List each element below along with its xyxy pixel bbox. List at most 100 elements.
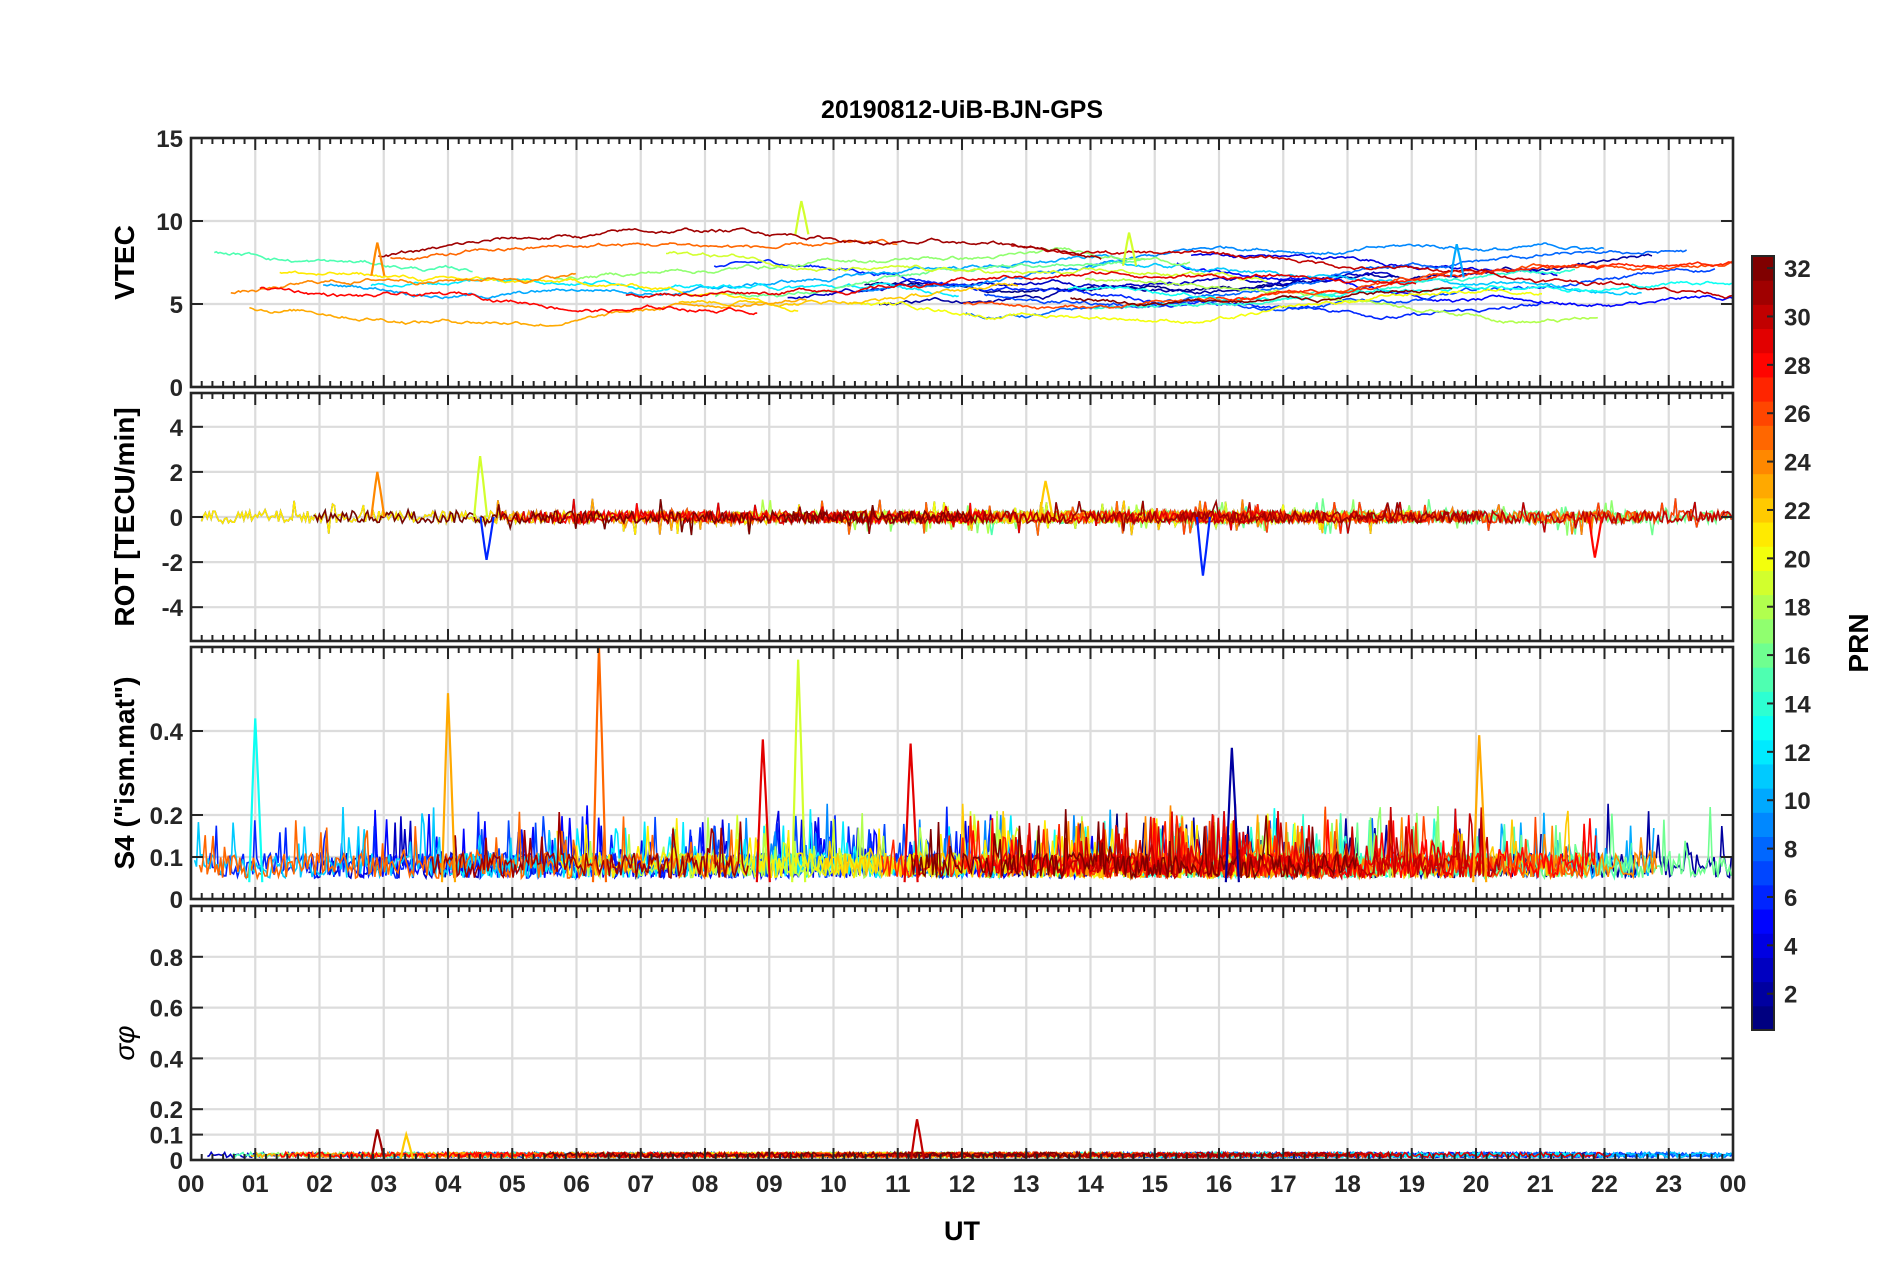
peak-mark: [248, 718, 264, 883]
y-tick-label: 0: [170, 1148, 183, 1175]
trace-prn-25: [390, 238, 898, 261]
x-tick-label: 19: [1398, 1171, 1425, 1198]
y-tick-label: -2: [162, 550, 183, 577]
colorbar-segment: [1752, 256, 1774, 281]
colorbar-segment: [1752, 570, 1774, 596]
peak-mark: [399, 1130, 415, 1160]
trace-prn-32: [1070, 287, 1453, 307]
colorbar-tick-label: 10: [1784, 788, 1811, 815]
colorbar-segment: [1752, 763, 1774, 789]
traces-vtec: [214, 200, 1733, 327]
colorbar-tick-label: 4: [1784, 933, 1798, 960]
trace-prn-14: [1087, 268, 1575, 310]
colorbar-tick-label: 8: [1784, 837, 1797, 864]
peak-mark: [755, 739, 771, 883]
colorbar-segment: [1752, 957, 1774, 983]
x-tick-label: 15: [1141, 1171, 1168, 1198]
panel-sigma_phi: 00.10.2 0.4 0.6 0.8 σφ 00 01 02 03 04 05 06 07 08 09 10…: [109, 904, 1747, 1198]
trace-prn-24: [230, 272, 576, 295]
traces-rot: [200, 455, 1733, 576]
colorbar-tick-label: 22: [1784, 498, 1811, 525]
trace-prn-27: [1215, 261, 1733, 302]
trace-prn-29: [625, 270, 1417, 299]
colorbar-segment: [1752, 691, 1774, 717]
colorbar-segment: [1752, 522, 1774, 547]
peak-mark: [370, 242, 386, 276]
figure-title: 20190812-UiB-BJN-GPS: [821, 96, 1103, 124]
x-tick-label: 04: [435, 1171, 462, 1198]
colorbar-frame: [1751, 255, 1775, 1031]
colorbar-tick-label: 18: [1784, 595, 1811, 622]
peak-mark: [909, 1119, 926, 1160]
colorbar-segment: [1752, 933, 1774, 958]
colorbar-tick-label: 16: [1784, 643, 1811, 670]
colorbar-segment: [1752, 304, 1774, 330]
colorbar-tick-label: 12: [1784, 740, 1811, 767]
colorbar-tick-label: 28: [1784, 353, 1811, 380]
y-tick-label: 4: [170, 415, 184, 442]
colorbar-tick-label: 26: [1784, 401, 1811, 428]
colorbar-segment: [1752, 425, 1774, 450]
peak-mark: [473, 455, 489, 518]
peak-mark: [1195, 516, 1212, 576]
x-tick-label: 07: [627, 1171, 654, 1198]
colorbar-segment: [1752, 473, 1774, 499]
peak-mark: [370, 1129, 386, 1160]
peak-mark: [1038, 480, 1054, 518]
trace-prn-12: [370, 277, 959, 298]
colorbar-segment: [1752, 449, 1774, 475]
x-tick-label: 18: [1334, 1171, 1361, 1198]
colorbar-segment: [1752, 788, 1774, 813]
x-tick-label: 22: [1591, 1171, 1618, 1198]
x-axis-label: UT: [944, 1216, 980, 1246]
trace-prn-28: [259, 286, 758, 316]
y-axis-label: VTEC: [109, 225, 140, 300]
colorbar-segment: [1752, 594, 1774, 620]
trace-prn-31: [431, 811, 749, 879]
peak-mark: [591, 647, 608, 883]
x-tick-label: 16: [1206, 1171, 1233, 1198]
y-tick-label: 0.1: [150, 845, 183, 872]
panel-rot: -4 -2 0 2 4 ROT [TECU/min]: [109, 391, 1735, 643]
y-tick-label: 0: [170, 375, 183, 402]
colorbar-segment: [1752, 860, 1774, 886]
panel-vtec: 0 5 10 15 VTEC: [109, 126, 1735, 402]
trace-prn-23: [249, 298, 807, 327]
trace-prn-19: [665, 250, 1268, 283]
x-tick-label: 05: [499, 1171, 526, 1198]
peak-mark: [1121, 232, 1138, 267]
y-axis-label: σφ: [109, 1025, 140, 1060]
colorbar-segment: [1752, 909, 1774, 934]
traces-sigma_phi: [207, 1119, 1733, 1160]
colorbar-tick-label: 30: [1784, 304, 1811, 331]
peak-mark: [903, 743, 919, 883]
colorbar-segment: [1752, 401, 1774, 426]
x-tick-label: 21: [1527, 1171, 1554, 1198]
y-tick-label: 0.2: [150, 803, 183, 830]
x-tick-label: 00: [1720, 1171, 1747, 1198]
y-tick-label: 0: [170, 505, 183, 532]
trace-prn-9: [855, 242, 1605, 293]
colorbar-segment: [1752, 546, 1774, 571]
colorbar-segment: [1752, 643, 1774, 668]
colorbar-segment: [1752, 981, 1774, 1007]
colorbar-segment: [1752, 280, 1774, 305]
x-tick-label: 10: [820, 1171, 847, 1198]
y-tick-label: 0.1: [150, 1123, 183, 1150]
colorbar-tick-label: 20: [1784, 546, 1811, 573]
peak-mark: [794, 200, 810, 235]
colorbar-segment: [1752, 352, 1774, 378]
panel-s4: 0 0.1 0.2 0.4 S4 ("ism.mat"): [109, 645, 1735, 914]
x-tick-label: 17: [1270, 1171, 1297, 1198]
y-tick-label: 0.4: [150, 719, 184, 746]
trace-prn-7: [983, 267, 1716, 312]
colorbar-tick-label: 14: [1784, 691, 1811, 718]
x-tick-label: 01: [242, 1171, 269, 1198]
x-tick-label: 08: [692, 1171, 719, 1198]
x-tick-label: 12: [949, 1171, 976, 1198]
peak-mark: [479, 516, 495, 561]
colorbar-segment: [1752, 836, 1774, 862]
colorbar-segment: [1752, 812, 1774, 837]
